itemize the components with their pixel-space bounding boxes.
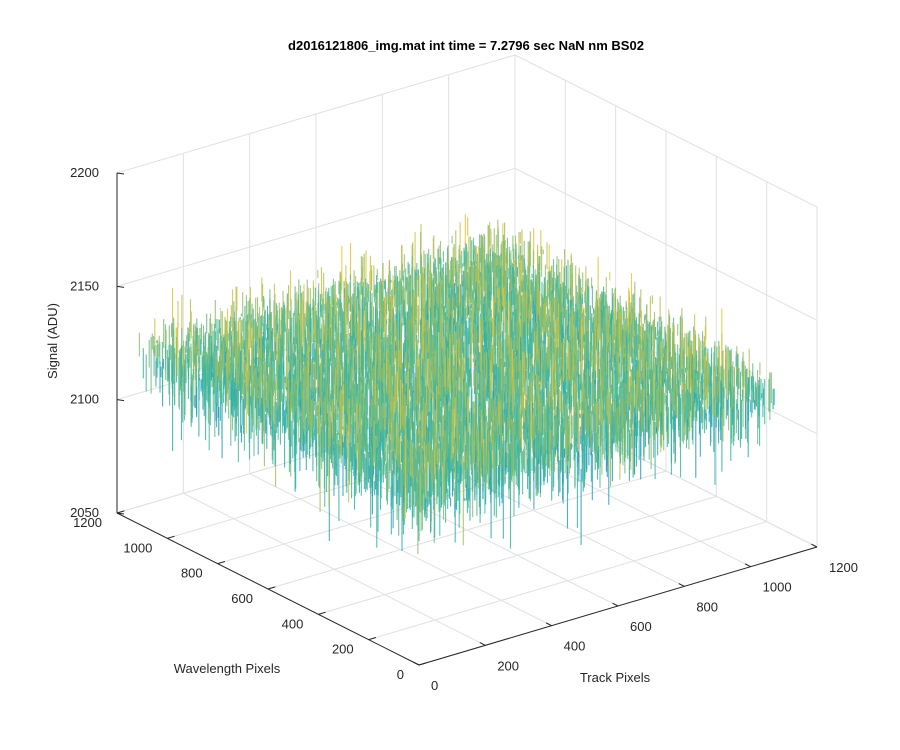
grid-back-z-2 xyxy=(116,167,516,287)
grid-right-z-2 xyxy=(514,167,818,321)
grid-right-z-3 xyxy=(514,54,818,208)
grid-floor-y-2 xyxy=(318,495,717,615)
surface-mesh xyxy=(138,214,775,554)
grid-floor-y-1 xyxy=(368,521,767,641)
grid-back-z-3 xyxy=(116,54,516,174)
grid-floor-y-3 xyxy=(267,470,667,590)
